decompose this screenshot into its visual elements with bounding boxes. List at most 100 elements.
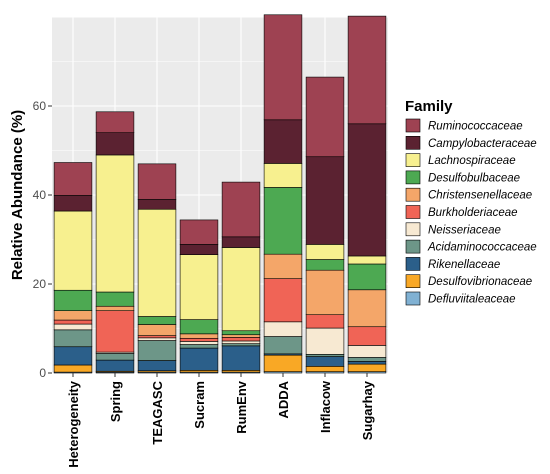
bar-segment <box>305 76 345 158</box>
bar-segment <box>263 278 303 323</box>
y-axis-ticks: 0 20 40 60 <box>33 99 52 380</box>
bar-segment <box>305 259 345 271</box>
legend-item: Ruminococcaceae <box>405 118 523 133</box>
bar-segment <box>137 360 177 372</box>
legend-item: Rikenellaceae <box>405 257 500 271</box>
bar-segment <box>95 305 135 311</box>
legend-label: Acidaminococcaceae <box>427 242 537 254</box>
bar-stack <box>179 219 219 374</box>
bar-segment <box>347 255 387 265</box>
bar-segment <box>179 341 219 345</box>
bar-segment <box>137 335 177 339</box>
bar-segment <box>305 366 345 372</box>
x-tick-label: Sucram <box>192 381 207 429</box>
legend-swatch <box>405 136 421 150</box>
bar-segment <box>221 330 261 336</box>
bar-segment <box>305 356 345 367</box>
bar-segment <box>263 354 303 372</box>
bar-segment <box>179 337 219 342</box>
bar-segment <box>179 319 219 335</box>
legend-swatch <box>405 274 421 289</box>
bar-segment <box>347 15 387 125</box>
bar-segment <box>95 291 135 307</box>
bar-segment <box>53 162 93 196</box>
bar-segment <box>53 289 93 312</box>
legend-item: Burkholderiaceae <box>405 205 518 219</box>
legend-item: Desulfobulbaceae <box>405 170 520 184</box>
bar-segment <box>221 247 261 332</box>
bar-segment <box>179 344 219 349</box>
bar-segment <box>137 337 177 341</box>
bar-segment <box>263 119 303 164</box>
legend-item: Campylobacteraceae <box>405 136 537 150</box>
legend-title: Family <box>405 98 453 115</box>
y-tick-label: 60 <box>33 99 47 113</box>
bar-segment <box>347 289 387 328</box>
y-tick-label: 20 <box>33 277 47 291</box>
bar-segment <box>95 154 135 293</box>
bar-segment <box>347 263 387 291</box>
bar-segment <box>137 163 177 200</box>
legend-swatch <box>405 222 421 237</box>
bar-segment <box>305 244 345 260</box>
legend-swatch <box>405 153 421 167</box>
x-tick-label: Heterogeneity <box>66 380 81 467</box>
legend-label: Rikenellaceae <box>428 259 500 271</box>
bar-segment <box>221 340 261 344</box>
bar-segment <box>221 345 261 371</box>
bar-stack <box>95 111 135 374</box>
legend-label: Desulfobulbaceae <box>428 172 520 184</box>
legend-item: Acidaminococcaceae <box>405 239 537 254</box>
bar-segment <box>53 346 93 366</box>
bar-segment <box>305 156 345 245</box>
legend-item: Neisseriaceae <box>405 222 501 237</box>
bar-segment <box>221 334 261 338</box>
legend-swatch <box>405 187 421 202</box>
bar-segment <box>263 253 303 279</box>
bar-segment <box>95 359 135 372</box>
y-axis-title: Relative Abundance (%) <box>9 110 26 280</box>
legend-item: Desulfovibrionaceae <box>405 274 532 289</box>
legend-label: Ruminococcaceae <box>428 121 523 133</box>
bar-segment <box>305 327 345 355</box>
bar-segment <box>347 345 387 358</box>
bar-segment <box>137 340 177 361</box>
bar-segment <box>263 321 303 337</box>
bars <box>53 14 387 374</box>
bar-segment <box>305 269 345 316</box>
legend-swatch <box>405 257 421 271</box>
x-tick-label: Sugarhay <box>360 380 375 440</box>
bar-segment <box>221 337 261 342</box>
bar-segment <box>221 343 261 347</box>
bar-segment <box>53 329 93 348</box>
bar-segment <box>179 244 219 255</box>
bar-segment <box>137 316 177 325</box>
bar-segment <box>179 347 219 371</box>
legend-swatch <box>405 291 421 306</box>
bar-stack <box>221 181 261 374</box>
bar-segment <box>95 132 135 156</box>
legend-label: Neisseriaceae <box>428 224 501 236</box>
legend-label: Christensenellaceae <box>428 190 532 202</box>
bar-segment <box>179 333 219 339</box>
bar-segment <box>347 123 387 257</box>
bar-segment <box>263 187 303 255</box>
legend-label: Lachnospiraceae <box>428 155 516 167</box>
legend-item: Lachnospiraceae <box>405 153 516 167</box>
legend-swatch <box>405 205 421 219</box>
bar-segment <box>347 363 387 372</box>
x-tick-label: Spring <box>108 381 123 422</box>
bar-stack <box>137 163 177 374</box>
bar-segment <box>179 254 219 320</box>
bar-segment <box>53 210 93 291</box>
bar-stack <box>263 14 303 374</box>
bar-segment <box>53 319 93 325</box>
bar-segment <box>53 323 93 331</box>
bar-segment <box>137 208 177 317</box>
bar-segment <box>263 336 303 355</box>
x-tick-label: Inflacow <box>318 380 333 433</box>
y-tick-label: 0 <box>39 366 46 380</box>
legend-label: Defluviitaleaceae <box>428 294 516 306</box>
bar-stack <box>53 162 93 374</box>
